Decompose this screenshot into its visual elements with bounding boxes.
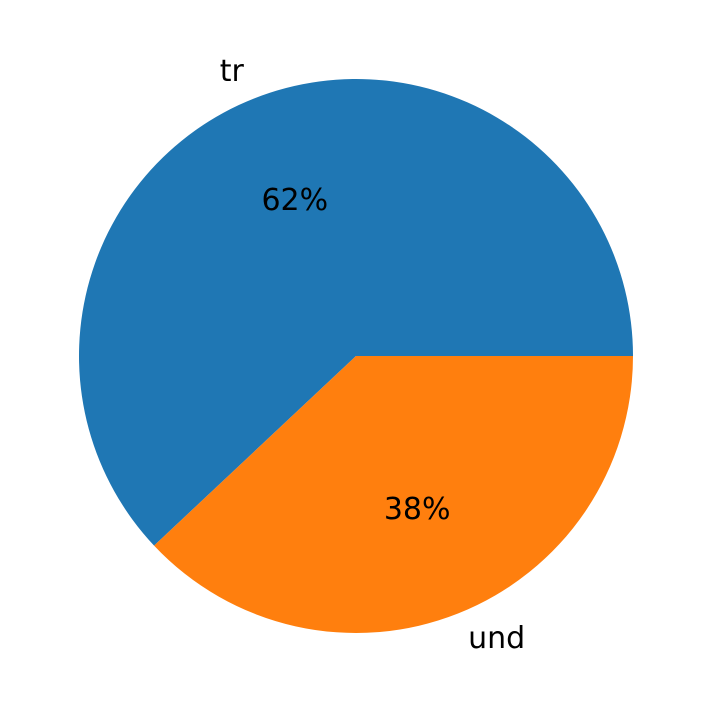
value-label: 62%: [261, 183, 328, 218]
pie-slice: [78, 78, 633, 546]
category-label: tr: [220, 54, 245, 89]
value-label: 38%: [384, 492, 451, 527]
pie-slice: [154, 356, 633, 633]
category-label: und: [468, 621, 525, 656]
